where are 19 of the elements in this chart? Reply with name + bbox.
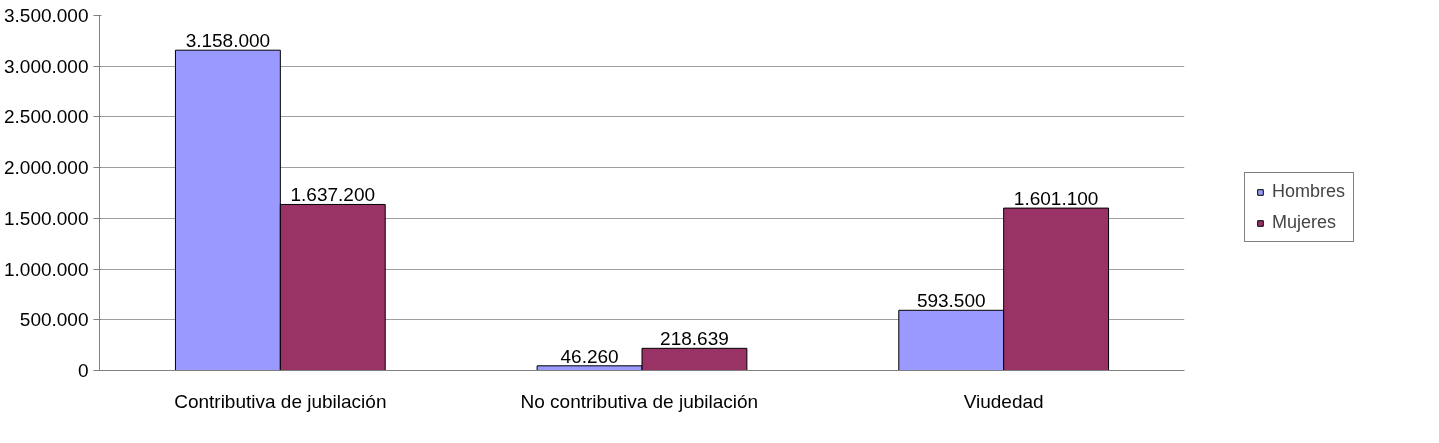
y-tick-label: 2.500.000 — [3, 106, 89, 128]
data-label: 3.158.000 — [185, 30, 271, 52]
y-tick-label: 500.000 — [19, 309, 89, 331]
y-tick-label: 3.500.000 — [3, 5, 89, 26]
x-tick-label: Contributiva de jubilación — [174, 390, 387, 412]
y-tick-label: 2.000.000 — [3, 157, 89, 179]
legend-label: Mujeres — [1271, 212, 1337, 233]
legend-label: Hombres — [1271, 181, 1346, 202]
y-tick-label: 1.500.000 — [3, 207, 89, 229]
data-label: 1.637.200 — [290, 184, 376, 206]
data-label: 1.601.100 — [1013, 188, 1099, 210]
data-label: 218.639 — [660, 328, 729, 350]
y-tick-label: 0 — [77, 360, 89, 381]
x-tick-label: Viudedad — [963, 390, 1044, 412]
y-tick-label: 1.000.000 — [3, 258, 89, 280]
data-label: 593.500 — [916, 290, 986, 312]
data-label: 46.260 — [560, 345, 619, 367]
y-tick-label: 3.000.000 — [3, 55, 89, 77]
x-tick-label: No contributiva de jubilación — [520, 390, 759, 412]
